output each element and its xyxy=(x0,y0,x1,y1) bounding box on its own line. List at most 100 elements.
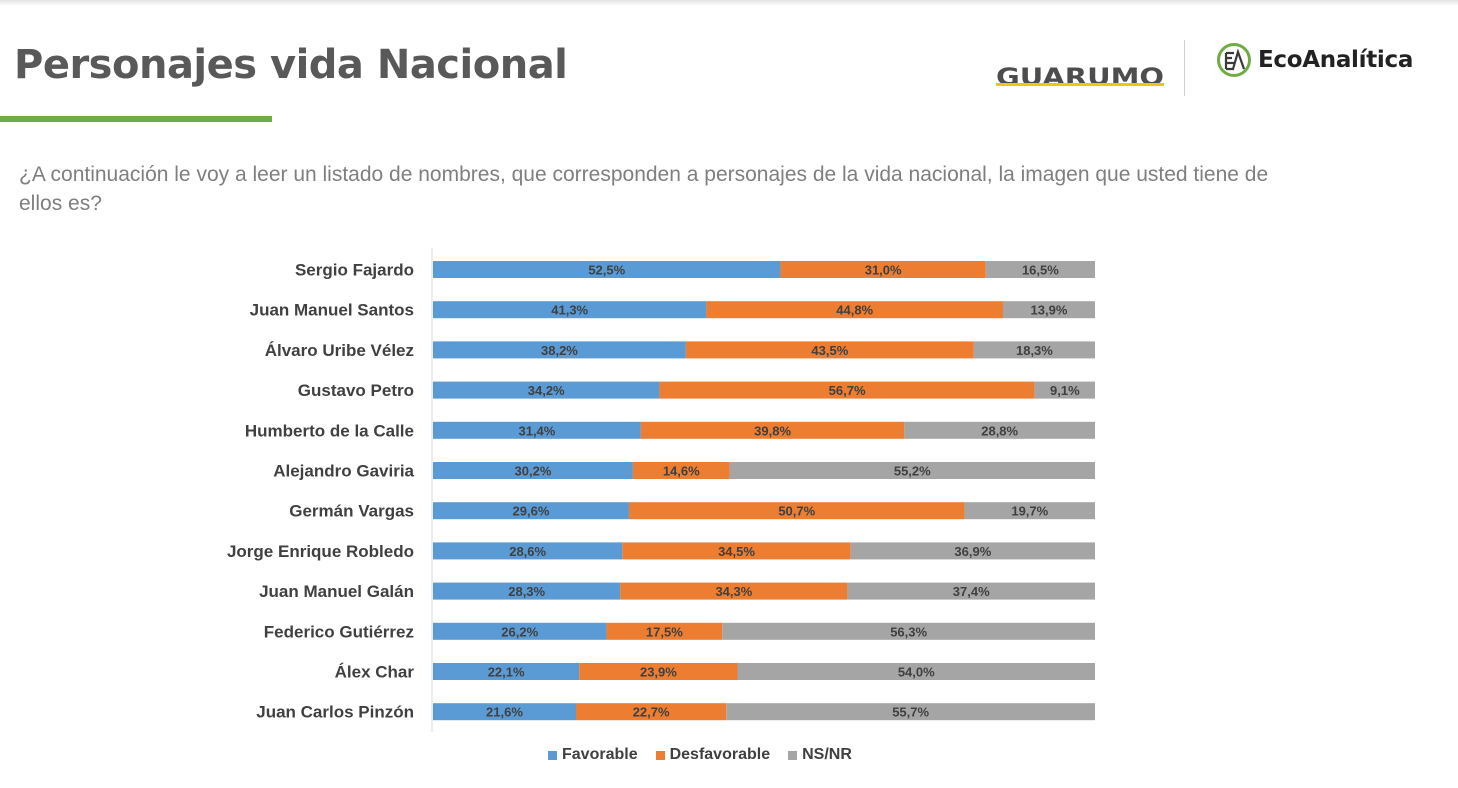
bar-segment-nsnr xyxy=(722,622,1095,640)
legend-item: NS/NR xyxy=(788,746,852,764)
bar-segment-favorable xyxy=(433,703,576,721)
data-label: 36,9% xyxy=(954,544,991,559)
bar-segment-desfavorable xyxy=(659,381,1035,399)
survey-question: ¿A continuación le voy a leer un listado… xyxy=(19,163,1269,215)
bar-segment-nsnr xyxy=(904,421,1095,439)
data-label: 55,7% xyxy=(892,705,929,720)
category-label: Alejandro Gaviria xyxy=(273,462,414,481)
bar-segment-favorable xyxy=(433,582,621,600)
data-label: 31,0% xyxy=(865,263,902,278)
bar-segment-favorable xyxy=(433,542,623,560)
bar-segment-favorable xyxy=(433,381,660,399)
data-label: 34,2% xyxy=(528,383,565,398)
data-label: 18,3% xyxy=(1016,343,1053,358)
category-label: Juan Carlos Pinzón xyxy=(256,703,414,722)
data-label: 41,3% xyxy=(551,303,588,318)
data-label: 43,5% xyxy=(811,343,848,358)
bar-segment-nsnr xyxy=(847,582,1095,600)
legend-item: Desfavorable xyxy=(655,746,771,764)
category-label: Humberto de la Calle xyxy=(245,421,414,440)
data-label: 29,6% xyxy=(513,504,550,519)
bar-segment-favorable xyxy=(433,301,707,319)
page-title: Personajes vida Nacional xyxy=(14,42,568,88)
bar-segment-favorable xyxy=(433,663,580,680)
bar-segment-desfavorable xyxy=(620,582,848,600)
ecoanalitica-logo: EcoAnalítica xyxy=(1216,42,1413,78)
legend-swatch xyxy=(548,750,557,760)
bar-segment-desfavorable xyxy=(575,703,727,721)
data-label: 34,5% xyxy=(718,544,755,559)
bar-segment-desfavorable xyxy=(632,462,730,479)
data-label: 34,3% xyxy=(715,584,752,599)
category-label: Sergio Fajardo xyxy=(295,261,414,280)
bar-segment-desfavorable xyxy=(640,421,905,439)
data-label: 44,8% xyxy=(836,303,873,318)
bar-segment-favorable xyxy=(433,622,607,640)
bar-segment-nsnr xyxy=(1034,381,1095,399)
category-label: Álex Char xyxy=(335,663,415,682)
data-label: 37,4% xyxy=(953,584,990,599)
bar-segment-nsnr xyxy=(964,502,1095,520)
bar-segment-nsnr xyxy=(985,261,1095,278)
data-label: 17,5% xyxy=(646,624,683,639)
data-label: 22,7% xyxy=(633,705,670,720)
stacked-bar-chart: Sergio Fajardo 52,5% 31,0% 16,5% Juan Manuel… xyxy=(227,248,1095,732)
legend-label: Favorable xyxy=(562,746,638,763)
data-label: 9,1% xyxy=(1050,383,1080,398)
bar-segment-favorable xyxy=(433,341,686,359)
bar-segment-nsnr xyxy=(1002,301,1095,319)
category-label: Álvaro Uribe Vélez xyxy=(265,341,414,360)
data-label: 28,8% xyxy=(981,423,1018,438)
data-label: 16,5% xyxy=(1022,263,1059,278)
data-label: 56,3% xyxy=(890,624,927,639)
category-label: Jorge Enrique Robledo xyxy=(227,542,414,561)
data-label: 56,7% xyxy=(829,383,866,398)
data-label: 19,7% xyxy=(1011,504,1048,519)
category-label: Gustavo Petro xyxy=(298,381,414,400)
data-label: 14,6% xyxy=(663,464,700,479)
data-label: 52,5% xyxy=(588,263,625,278)
category-label: Juan Manuel Santos xyxy=(250,301,414,320)
guarumo-logo: GUARUMO xyxy=(996,64,1164,88)
data-label: 23,9% xyxy=(640,665,677,680)
bar-segment-desfavorable xyxy=(579,663,738,680)
logo-divider xyxy=(1184,40,1185,96)
bar-segment-desfavorable xyxy=(622,542,851,560)
chart-legend: Favorable Desfavorable NS/NR xyxy=(548,746,870,764)
ecoanalitica-logo-text: EcoAnalítica xyxy=(1258,47,1414,73)
data-label: 31,4% xyxy=(518,423,555,438)
bar-segment-desfavorable xyxy=(780,261,986,278)
category-label: Juan Manuel Galán xyxy=(259,582,414,601)
ecoanalitica-logo-icon xyxy=(1217,43,1251,77)
data-label: 30,2% xyxy=(515,464,552,479)
category-label: Federico Gutiérrez xyxy=(264,622,414,641)
bar-segment-nsnr xyxy=(973,341,1095,359)
data-label: 28,3% xyxy=(508,584,545,599)
bar-segment-favorable xyxy=(433,502,629,520)
bar-segment-favorable xyxy=(433,261,781,278)
bar-segment-desfavorable xyxy=(606,622,723,640)
title-underline xyxy=(0,116,272,122)
data-label: 13,9% xyxy=(1031,303,1068,318)
bar-segment-favorable xyxy=(433,462,633,479)
legend-item: Favorable xyxy=(548,746,638,764)
data-label: 54,0% xyxy=(898,665,935,680)
legend-label: NS/NR xyxy=(802,746,852,763)
data-label: 55,2% xyxy=(894,464,931,479)
bar-segment-desfavorable xyxy=(706,301,1003,319)
data-label: 22,1% xyxy=(488,665,525,680)
legend-swatch xyxy=(655,750,665,760)
data-label: 50,7% xyxy=(778,504,815,519)
data-label: 21,6% xyxy=(486,705,523,720)
bar-segment-nsnr xyxy=(737,663,1095,680)
top-shadow xyxy=(0,0,1458,6)
data-label: 38,2% xyxy=(541,343,578,358)
data-label: 26,2% xyxy=(501,624,538,639)
data-label: 28,6% xyxy=(509,544,546,559)
bar-segment-nsnr xyxy=(726,703,1095,721)
bar-segment-desfavorable xyxy=(628,502,965,520)
bar-segment-nsnr xyxy=(850,542,1095,560)
category-label: Germán Vargas xyxy=(289,502,414,521)
legend-label: Desfavorable xyxy=(669,746,771,763)
bar-segment-favorable xyxy=(433,421,641,439)
